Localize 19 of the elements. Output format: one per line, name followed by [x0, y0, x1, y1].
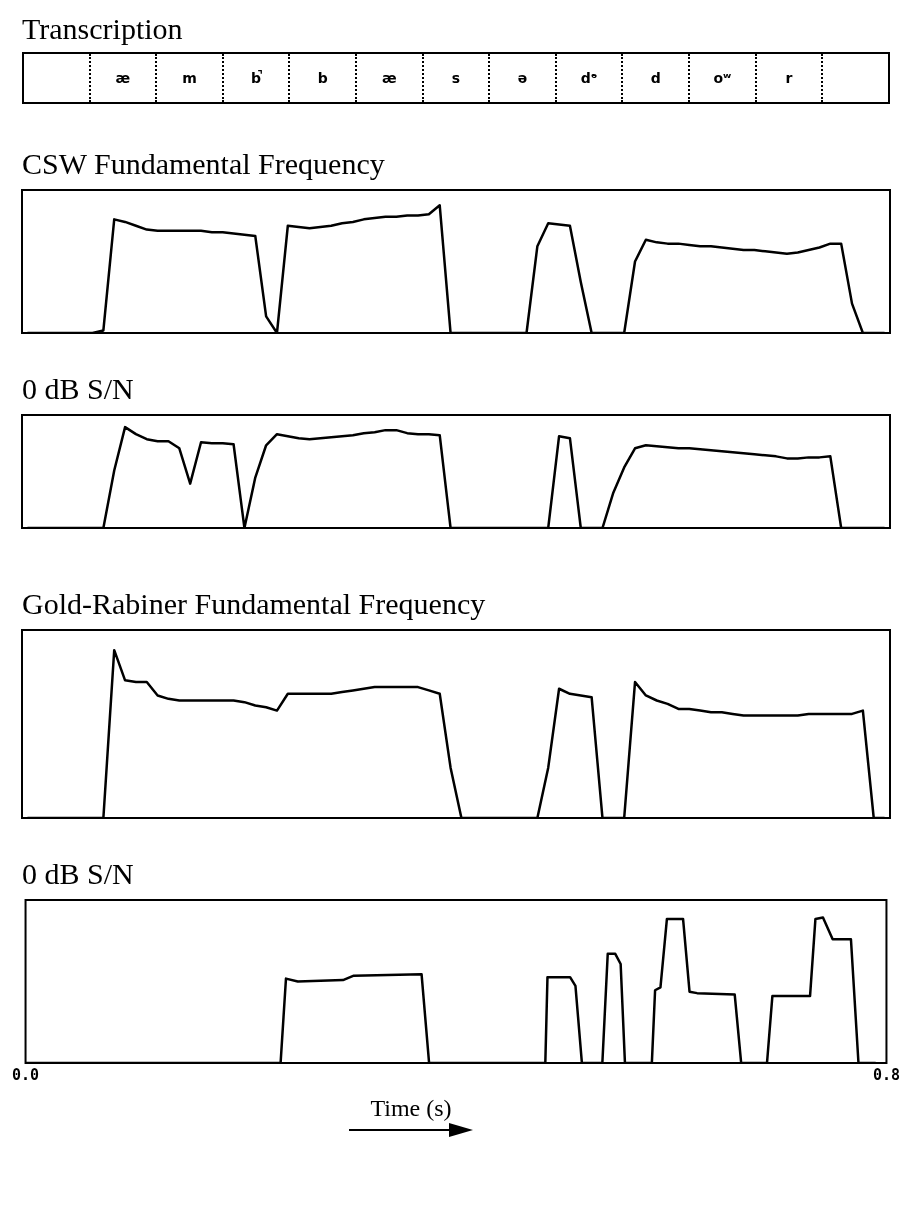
text: b̚	[251, 70, 262, 86]
x-tick-label: 0.0	[12, 1065, 40, 1084]
chart-title: CSW Fundamental Frequency	[22, 146, 385, 180]
text: dᵊ	[580, 70, 598, 86]
text: r	[785, 70, 793, 86]
chart-title: Gold-Rabiner Fundamental Frequency	[22, 586, 486, 620]
x-axis-title: Time (s)	[370, 1095, 452, 1121]
text: Transcription	[21, 11, 184, 47]
text: b	[317, 70, 328, 86]
text: ə	[517, 70, 528, 86]
text: æ	[382, 70, 397, 86]
text: æ	[115, 70, 131, 86]
text: s	[451, 70, 461, 86]
text: m	[182, 70, 197, 86]
x-tick-label: 0.8	[872, 1065, 900, 1084]
text: d	[650, 70, 661, 86]
chart-title: 0 dB S/N	[22, 371, 134, 405]
chart-title: 0 dB S/N	[22, 856, 134, 890]
text: oʷ	[713, 70, 732, 86]
